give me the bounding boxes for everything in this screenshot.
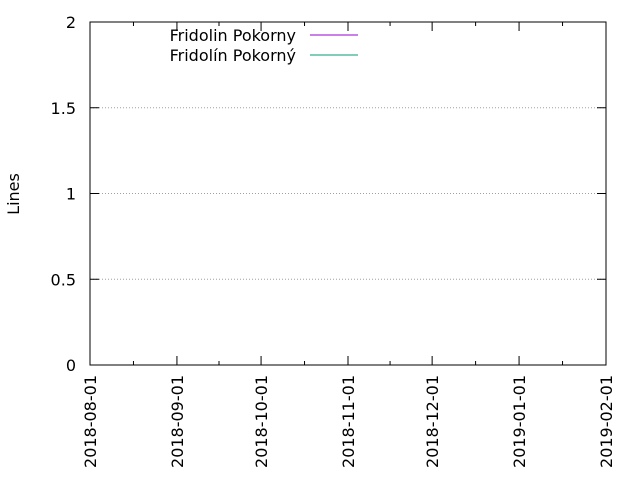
y-tick-label: 2 bbox=[66, 13, 76, 32]
y-tick-label: 0.5 bbox=[51, 270, 76, 289]
x-tick-labels: 2018-08-01 2018-09-01 2018-10-01 2018-11-01… bbox=[81, 375, 616, 468]
x-tick-label: 2018-09-01 bbox=[168, 375, 187, 468]
plot-frame bbox=[89, 21, 607, 366]
x-tick-label: 2018-11-01 bbox=[339, 375, 358, 468]
legend-label: Fridolín Pokorný bbox=[170, 46, 296, 65]
grid-lines bbox=[90, 107, 606, 280]
x-tick-label: 2019-02-01 bbox=[597, 375, 616, 468]
x-tick-label: 2019-01-01 bbox=[510, 375, 529, 468]
x-tick-label: 2018-12-01 bbox=[423, 375, 442, 468]
y-tick-label: 1.5 bbox=[51, 99, 76, 118]
y-tick-label: 0 bbox=[66, 356, 76, 375]
y-axis-label: Lines bbox=[4, 173, 23, 215]
y-tick-labels: 0 0.5 1 1.5 2 bbox=[51, 13, 76, 375]
y-tick-label: 1 bbox=[66, 185, 76, 204]
x-tick-label: 2018-08-01 bbox=[81, 375, 100, 468]
x-tick-label: 2018-10-01 bbox=[252, 375, 271, 468]
legend-label: Fridolin Pokorny bbox=[170, 26, 296, 45]
